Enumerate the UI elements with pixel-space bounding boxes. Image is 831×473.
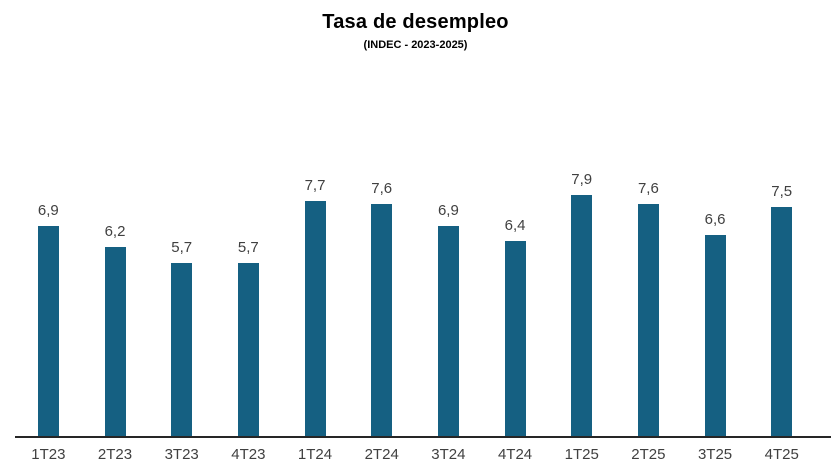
bar-value-label: 7,6 bbox=[637, 180, 659, 197]
x-axis-label: 3T23 bbox=[164, 446, 199, 463]
bar-value-label: 6,9 bbox=[37, 202, 59, 219]
bar bbox=[171, 263, 193, 437]
bar-group-3T24: 6,9 bbox=[415, 202, 482, 437]
bar-value-label: 6,4 bbox=[504, 217, 526, 234]
bar-group-2T24: 7,6 bbox=[348, 180, 415, 437]
bar-value-label: 6,6 bbox=[704, 211, 726, 228]
bar-group-4T25: 7,5 bbox=[748, 183, 815, 437]
x-axis-label: 4T25 bbox=[764, 446, 799, 463]
bar bbox=[37, 226, 59, 437]
bar-value-label: 7,9 bbox=[571, 171, 593, 188]
bar bbox=[304, 201, 326, 437]
bar bbox=[371, 204, 393, 437]
bar-group-2T23: 6,2 bbox=[82, 223, 149, 437]
plot-area: 6,9 6,2 5,7 5,7 7,7 7,6 6,9 6,4 7,9 7,6 6,6 7,5 bbox=[15, 171, 815, 437]
x-axis-labels: 1T23 2T23 3T23 4T23 1T24 2T24 3T24 4T24 1T25 2T25… bbox=[15, 446, 815, 463]
bar-value-label: 7,5 bbox=[771, 183, 793, 200]
bar-value-label: 6,9 bbox=[437, 202, 459, 219]
x-axis-label: 1T24 bbox=[297, 446, 333, 463]
bar bbox=[771, 207, 793, 437]
bar-value-label: 5,7 bbox=[171, 239, 193, 256]
bar-value-label: 6,2 bbox=[104, 223, 126, 240]
x-axis-label: 1T23 bbox=[31, 446, 66, 463]
bar-value-label: 5,7 bbox=[237, 239, 259, 256]
x-axis-label: 4T23 bbox=[231, 446, 266, 463]
x-axis-label: 4T24 bbox=[497, 446, 533, 463]
x-axis-label: 1T25 bbox=[564, 446, 599, 463]
bar-group-3T23: 5,7 bbox=[148, 239, 215, 437]
chart-subtitle: (INDEC - 2023-2025) bbox=[363, 39, 468, 51]
bar-group-3T25: 6,6 bbox=[682, 211, 749, 437]
bar bbox=[571, 195, 593, 437]
x-axis-label: 3T25 bbox=[697, 446, 733, 463]
bar-group-1T24: 7,7 bbox=[282, 177, 349, 437]
x-axis-label: 2T24 bbox=[364, 446, 399, 463]
chart-title: Tasa de desempleo bbox=[322, 11, 509, 33]
x-axis-label: 3T24 bbox=[431, 446, 466, 463]
bar-group-1T25: 7,9 bbox=[548, 171, 615, 437]
bar bbox=[504, 241, 526, 437]
bar-group-2T25: 7,6 bbox=[615, 180, 682, 437]
bar bbox=[104, 247, 126, 437]
bar-value-label: 7,7 bbox=[304, 177, 326, 194]
bar-value-label: 7,6 bbox=[371, 180, 393, 197]
bar-group-4T24: 6,4 bbox=[482, 217, 549, 437]
bar bbox=[704, 235, 726, 437]
x-axis-line bbox=[15, 436, 831, 438]
bar bbox=[237, 263, 259, 437]
x-axis-label: 2T25 bbox=[631, 446, 666, 463]
bar-group-4T23: 5,7 bbox=[215, 239, 282, 437]
x-axis-label: 2T23 bbox=[97, 446, 133, 463]
bar-group-1T23: 6,9 bbox=[15, 202, 82, 437]
bar bbox=[437, 226, 459, 437]
bar bbox=[637, 204, 659, 437]
